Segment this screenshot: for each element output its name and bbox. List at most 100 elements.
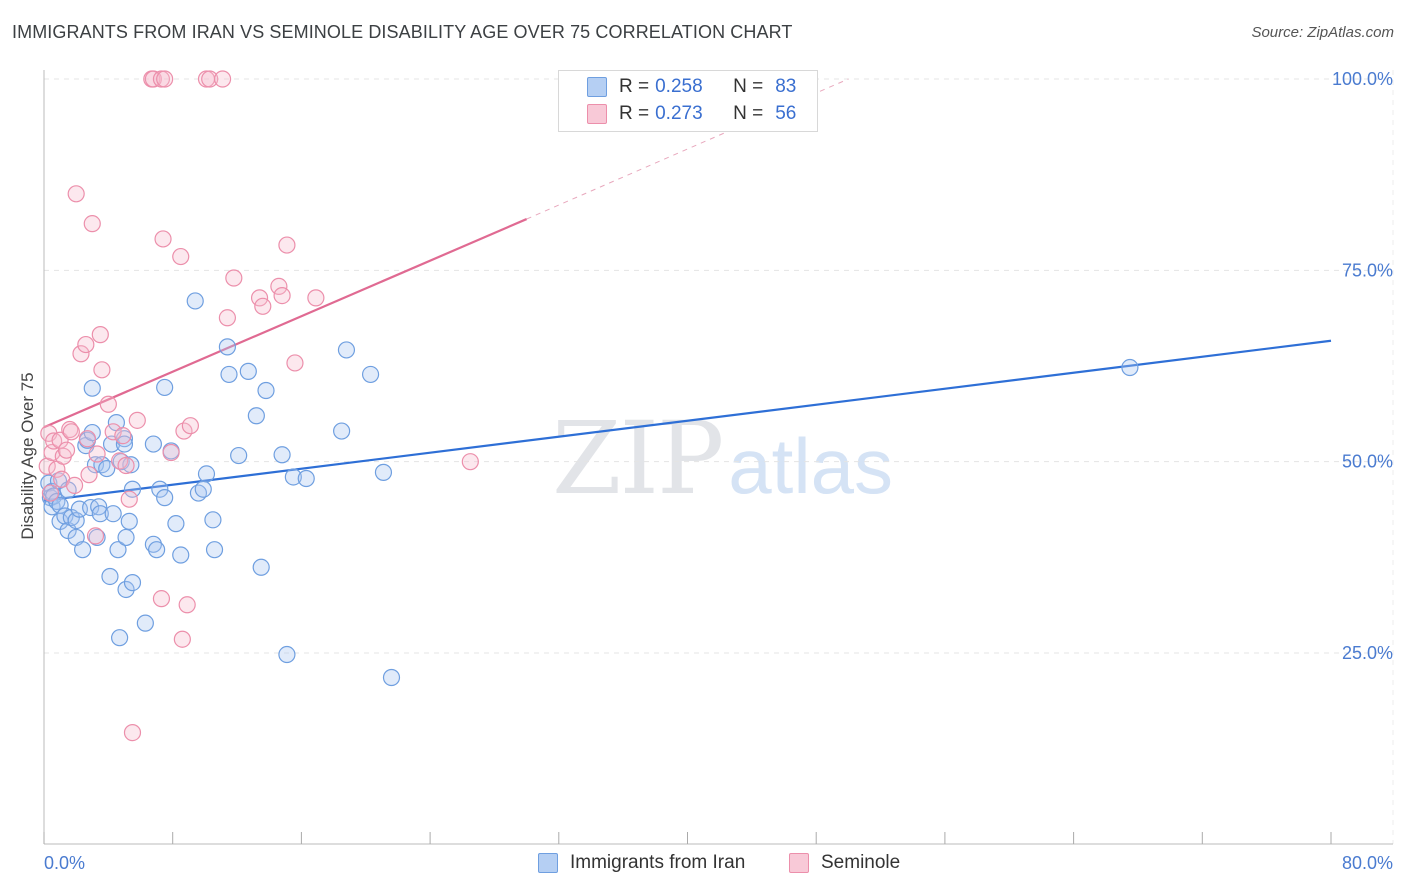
iran-point-63 [247, 407, 265, 425]
iran-point-37 [117, 528, 135, 547]
legend-iran-swatch [538, 853, 558, 873]
seminole-point-15 [77, 335, 95, 354]
iran-point-62 [239, 362, 257, 380]
seminole-point-11 [62, 423, 80, 441]
iran-point-65 [257, 381, 275, 400]
legend-seminole-swatch [789, 853, 809, 873]
iran-point-74 [382, 668, 401, 687]
seminole-point-54 [461, 453, 479, 471]
seminole-point-51 [278, 236, 296, 254]
y-tick-label-100: 100.0% [1332, 69, 1393, 89]
legend-row-iran: R = 0.258 N = 83 [587, 76, 796, 98]
iran-point-71 [337, 341, 356, 359]
iran-point-58 [205, 541, 224, 559]
iran-point-66 [273, 446, 291, 464]
seminole-point-44 [213, 70, 232, 88]
legend-iran-label: Immigrants from Iran [570, 852, 746, 873]
seminole-point-45 [218, 309, 236, 327]
seminole-point-23 [99, 395, 117, 413]
seminole-point-52 [286, 354, 304, 372]
legend-seminole-label: Seminole [821, 852, 901, 873]
iran-point-28 [101, 567, 119, 586]
iran-point-38 [117, 580, 135, 599]
seminole-point-33 [156, 70, 174, 88]
seminole-point-18 [83, 215, 101, 233]
iran-point-51 [167, 515, 185, 533]
iran-point-68 [284, 468, 302, 486]
iran-point-40 [122, 456, 140, 474]
source-credit: Source: ZipAtlas.com [1251, 24, 1394, 41]
seminole-point-37 [172, 247, 190, 266]
trend-lines [43, 78, 1332, 502]
iran-point-22 [86, 456, 105, 474]
iran-point-56 [197, 465, 216, 483]
iran-point-47 [151, 480, 169, 498]
seminole-point-53 [307, 289, 325, 307]
iran-point-32 [109, 541, 127, 559]
legend-item-seminole[interactable]: Seminole [789, 852, 900, 874]
iran-n-label: N = [733, 76, 764, 97]
iran-r-label: R = [619, 76, 650, 97]
seminole-n-value: 56 [775, 103, 797, 124]
iran-n-value: 83 [775, 76, 797, 97]
iran-point-60 [220, 365, 238, 384]
iran-point-72 [361, 365, 380, 384]
axes [43, 70, 1393, 845]
x-tick-label-0: 0.0% [44, 853, 85, 873]
seminole-r-value: 0.273 [655, 103, 703, 124]
iran-point-49 [156, 489, 174, 507]
y-tick-label-75: 75.0% [1342, 260, 1393, 280]
watermark-atlas: atlas [728, 422, 894, 510]
seminole-point-36 [162, 443, 180, 462]
seminole-point-28 [120, 490, 138, 508]
seminole-point-29 [128, 411, 146, 429]
seminole-point-48 [254, 297, 272, 315]
seminole-point-41 [181, 417, 199, 435]
iran-point-27 [98, 459, 116, 478]
iran-point-46 [148, 541, 166, 559]
seminole-point-4 [45, 432, 63, 450]
seminole-point-2 [41, 484, 60, 502]
legend-item-iran[interactable]: Immigrants from Iran [538, 852, 745, 874]
iran-point-73 [374, 463, 393, 481]
seminole-point-50 [273, 286, 291, 305]
seminole-point-55 [123, 723, 142, 742]
iran-point-4 [45, 487, 63, 505]
iran-point-59 [218, 338, 236, 356]
seminole-swatch [587, 104, 607, 124]
seminole-point-12 [65, 476, 84, 494]
chart-title: IMMIGRANTS FROM IRAN VS SEMINOLE DISABIL… [12, 22, 793, 42]
iran-point-67 [278, 645, 296, 664]
seminole-r-label: R = [619, 103, 650, 124]
y-tick-label-25: 25.0% [1342, 643, 1393, 663]
x-tick-label-80: 80.0% [1342, 853, 1393, 873]
iran-point-53 [186, 292, 204, 310]
iran-point-25 [91, 505, 109, 523]
iran-r-value: 0.258 [655, 76, 703, 97]
seminole-point-34 [152, 590, 171, 608]
seminole-point-17 [80, 466, 98, 484]
seminole-point-9 [57, 441, 76, 459]
iran-point-57 [204, 511, 222, 529]
iran-point-42 [123, 480, 142, 498]
iran-point-45 [144, 535, 162, 553]
seminole-point-27 [117, 456, 135, 475]
iran-swatch [587, 77, 607, 97]
seminole-point-43 [201, 70, 219, 88]
data-points [38, 70, 1139, 742]
seminole-point-38 [173, 630, 191, 648]
iran-point-70 [333, 422, 351, 440]
iran-point-69 [297, 469, 315, 488]
seminole-point-16 [78, 430, 97, 448]
iran-point-48 [156, 378, 174, 397]
iran-point-41 [123, 573, 142, 592]
seminole-point-46 [225, 269, 243, 287]
seminole-point-24 [104, 423, 122, 441]
seminole-point-26 [114, 427, 132, 445]
iran-point-44 [144, 435, 162, 453]
seminole-point-49 [270, 277, 288, 296]
trend-line-iran [43, 339, 1332, 502]
iran-point-33 [111, 629, 129, 647]
series-legend: Immigrants from Iran Seminole [0, 852, 1406, 878]
legend-row-seminole: R = 0.273 N = 56 [587, 103, 796, 125]
